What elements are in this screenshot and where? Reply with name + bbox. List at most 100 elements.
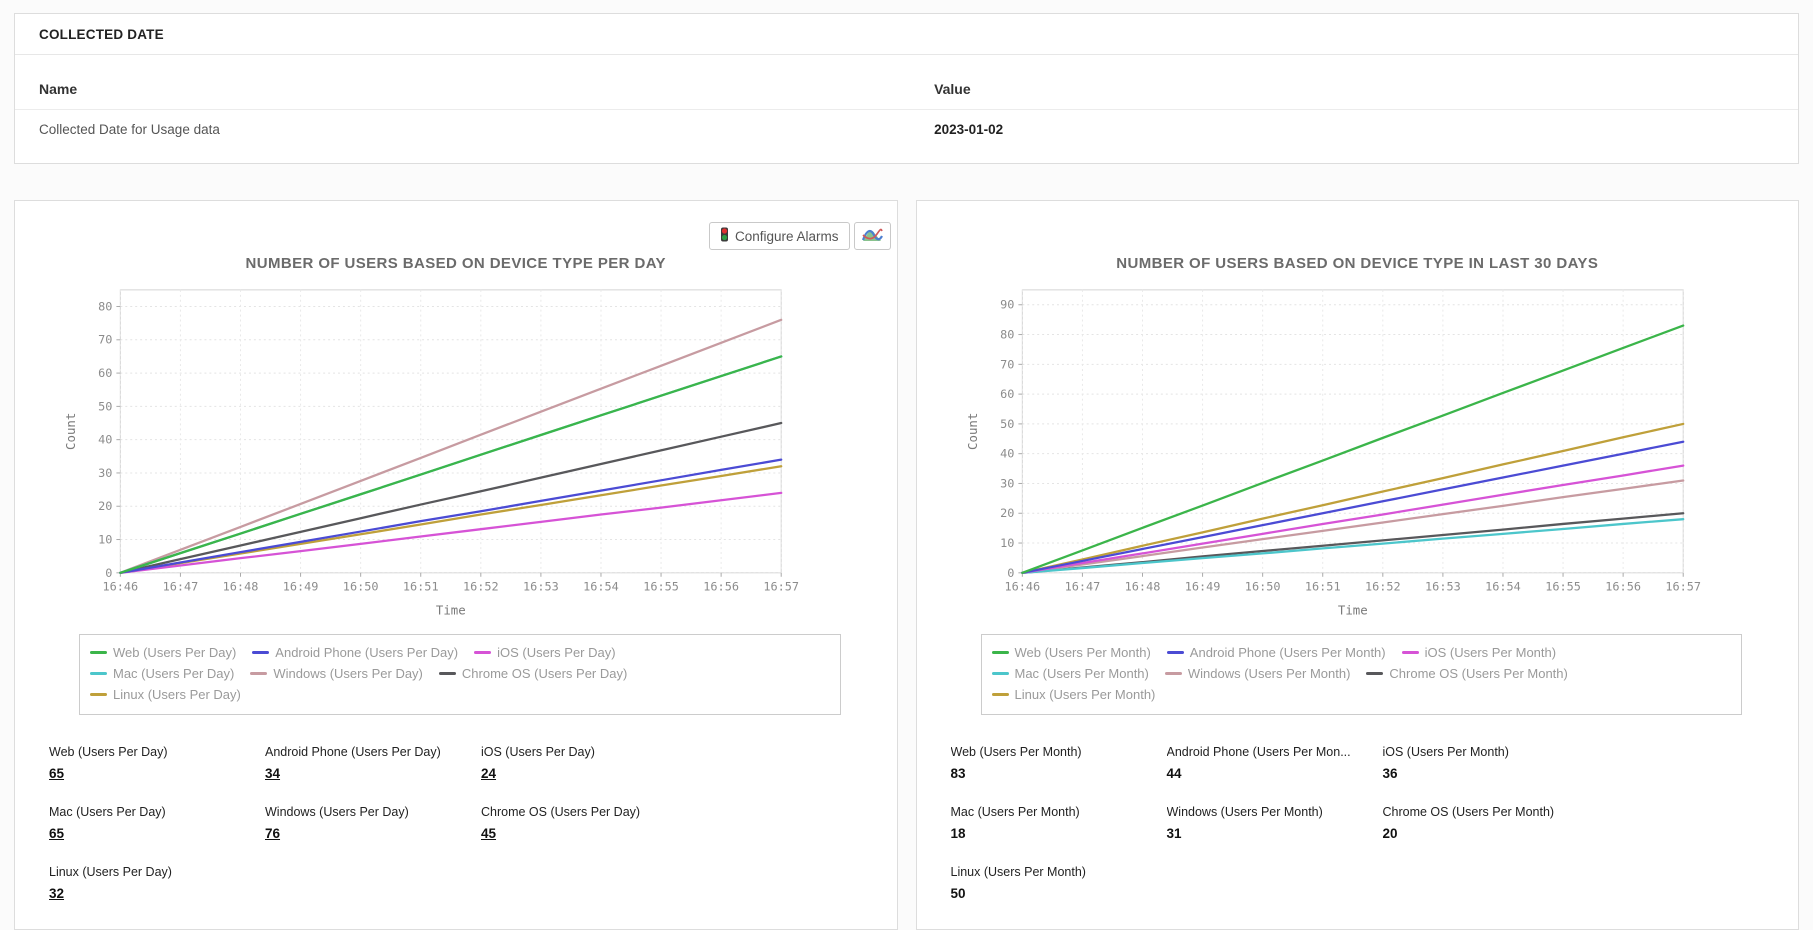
summary-value[interactable]: 65	[49, 766, 65, 782]
svg-text:10: 10	[98, 532, 112, 546]
legend-row: Mac (Users Per Day) Windows (Users Per Da…	[90, 663, 830, 684]
legend-swatch-icon	[90, 651, 107, 655]
legend-item: iOS (Users Per Day)	[474, 642, 616, 663]
line-chart-per-day: 0 10 20 30 40 50 60 70 80 16:46 16:47 16:48 16:49 16:…	[15, 278, 897, 622]
svg-text:16:47: 16:47	[1064, 580, 1100, 594]
summary-label: Web (Users Per Day)	[49, 745, 168, 760]
svg-text:16:48: 16:48	[1124, 580, 1160, 594]
chart-toolbar: Configure Alarms	[15, 221, 891, 251]
legend-item: Linux (Users Per Month)	[991, 684, 1155, 705]
summary-label: Chrome OS (Users Per Day)	[481, 805, 641, 820]
summary-label: iOS (Users Per Day)	[481, 745, 595, 760]
svg-text:16:55: 16:55	[1545, 580, 1581, 594]
legend-item: Windows (Users Per Month)	[1164, 663, 1350, 684]
chart-title: NUMBER OF USERS BASED ON DEVICE TYPE PER…	[245, 255, 666, 272]
svg-text:16:53: 16:53	[523, 580, 559, 594]
svg-text:16:49: 16:49	[1184, 580, 1220, 594]
chart-panel-last-30-days: NUMBER OF USERS BASED ON DEVICE TYPE IN …	[915, 200, 1799, 930]
legend-item: Windows (Users Per Day)	[250, 663, 423, 684]
summary-item: Web (Users Per Month) 83	[951, 745, 1167, 781]
svg-text:16:52: 16:52	[463, 580, 499, 594]
svg-text:16:48: 16:48	[223, 580, 259, 594]
svg-text:40: 40	[98, 433, 112, 447]
chart-panel-per-day: Configure Alarms NUMBER OF USERS BASED O…	[14, 200, 898, 930]
svg-text:16:46: 16:46	[102, 580, 138, 594]
summary-item: Chrome OS (Users Per Day) 45	[481, 805, 697, 841]
chart-legend: Web (Users Per Day) Android Phone (Users …	[79, 634, 841, 716]
summary-item: Linux (Users Per Month) 50	[951, 865, 1167, 901]
summary-item: Linux (Users Per Day) 32	[49, 865, 265, 901]
svg-text:40: 40	[1000, 447, 1014, 461]
svg-text:80: 80	[98, 299, 112, 313]
chart-summary: Web (Users Per Day) 65 Android Phone (User…	[49, 745, 897, 901]
line-chart-last-30-days: 0 10 20 30 40 50 60 70 80 90 16:46 16:47 16:48 16:49 1…	[917, 278, 1799, 622]
summary-label: Windows (Users Per Day)	[265, 805, 409, 820]
legend-item: Mac (Users Per Month)	[991, 663, 1149, 684]
svg-text:30: 30	[98, 466, 112, 480]
legend-item: Web (Users Per Day)	[90, 642, 236, 663]
summary-value[interactable]: 32	[49, 886, 65, 902]
svg-text:50: 50	[98, 399, 112, 413]
svg-text:Time: Time	[436, 603, 466, 617]
summary-value: 31	[1166, 826, 1182, 842]
svg-text:10: 10	[1000, 536, 1014, 550]
summary-label: Windows (Users Per Month)	[1166, 805, 1323, 820]
summary-value: 18	[950, 826, 966, 842]
svg-text:16:51: 16:51	[1304, 580, 1340, 594]
svg-text:60: 60	[1000, 387, 1014, 401]
summary-item: Windows (Users Per Day) 76	[265, 805, 481, 841]
summary-label: Mac (Users Per Month)	[950, 805, 1080, 820]
summary-item: Mac (Users Per Day) 65	[49, 805, 265, 841]
svg-text:90: 90	[1000, 298, 1014, 312]
table-header-row: Name Value	[15, 55, 1798, 110]
svg-text:16:51: 16:51	[403, 580, 439, 594]
legend-item: Mac (Users Per Day)	[90, 663, 234, 684]
svg-text:60: 60	[98, 366, 112, 380]
svg-text:Count: Count	[64, 413, 78, 450]
svg-text:80: 80	[1000, 328, 1014, 342]
legend-item: Android Phone (Users Per Month)	[1166, 642, 1386, 663]
configure-alarms-button[interactable]: Configure Alarms	[708, 222, 850, 250]
chart-summary: Web (Users Per Month) 83 Android Phone (Us…	[951, 745, 1799, 901]
svg-text:16:57: 16:57	[763, 580, 799, 594]
svg-text:50: 50	[1000, 417, 1014, 431]
summary-value[interactable]: 24	[481, 766, 497, 782]
summary-label: Web (Users Per Month)	[950, 745, 1082, 760]
svg-text:16:47: 16:47	[163, 580, 199, 594]
svg-text:70: 70	[98, 333, 112, 347]
summary-value: 36	[1382, 766, 1398, 782]
legend-item: iOS (Users Per Month)	[1401, 642, 1556, 663]
legend-swatch-icon	[250, 672, 268, 676]
collected-date-panel: COLLECTED DATE Name Value Collected Date…	[14, 13, 1799, 164]
svg-text:16:55: 16:55	[643, 580, 679, 594]
summary-item: iOS (Users Per Month) 36	[1383, 745, 1599, 781]
collected-date-table: Name Value Collected Date for Usage data…	[15, 55, 1798, 163]
summary-value: 50	[950, 886, 966, 902]
chart-type-button[interactable]	[853, 222, 891, 250]
svg-text:20: 20	[1000, 506, 1014, 520]
column-header-value: Value	[910, 55, 1798, 110]
chart-legend: Web (Users Per Month) Android Phone (User…	[980, 634, 1742, 716]
svg-text:16:57: 16:57	[1665, 580, 1701, 594]
svg-text:0: 0	[1007, 566, 1014, 580]
svg-text:70: 70	[1000, 357, 1014, 371]
svg-text:16:50: 16:50	[343, 580, 379, 594]
legend-swatch-icon	[474, 651, 492, 655]
collected-date-title: COLLECTED DATE	[15, 14, 1798, 55]
summary-item: iOS (Users Per Day) 24	[481, 745, 697, 781]
summary-value[interactable]: 76	[265, 826, 281, 842]
svg-text:16:54: 16:54	[583, 580, 619, 594]
legend-swatch-icon	[1366, 672, 1384, 676]
legend-swatch-icon	[90, 672, 107, 676]
legend-swatch-icon	[1164, 672, 1182, 676]
legend-item: Linux (Users Per Day)	[90, 684, 241, 705]
legend-row: Web (Users Per Day) Android Phone (Users …	[90, 642, 830, 663]
legend-swatch-icon	[991, 651, 1009, 655]
collected-date-name: Collected Date for Usage data	[39, 122, 220, 137]
summary-value[interactable]: 34	[265, 766, 281, 782]
summary-value[interactable]: 65	[49, 826, 65, 842]
svg-text:16:50: 16:50	[1244, 580, 1280, 594]
column-header-name: Name	[15, 55, 911, 110]
summary-value[interactable]: 45	[481, 826, 497, 842]
summary-label: Android Phone (Users Per Mon...	[1166, 745, 1351, 760]
